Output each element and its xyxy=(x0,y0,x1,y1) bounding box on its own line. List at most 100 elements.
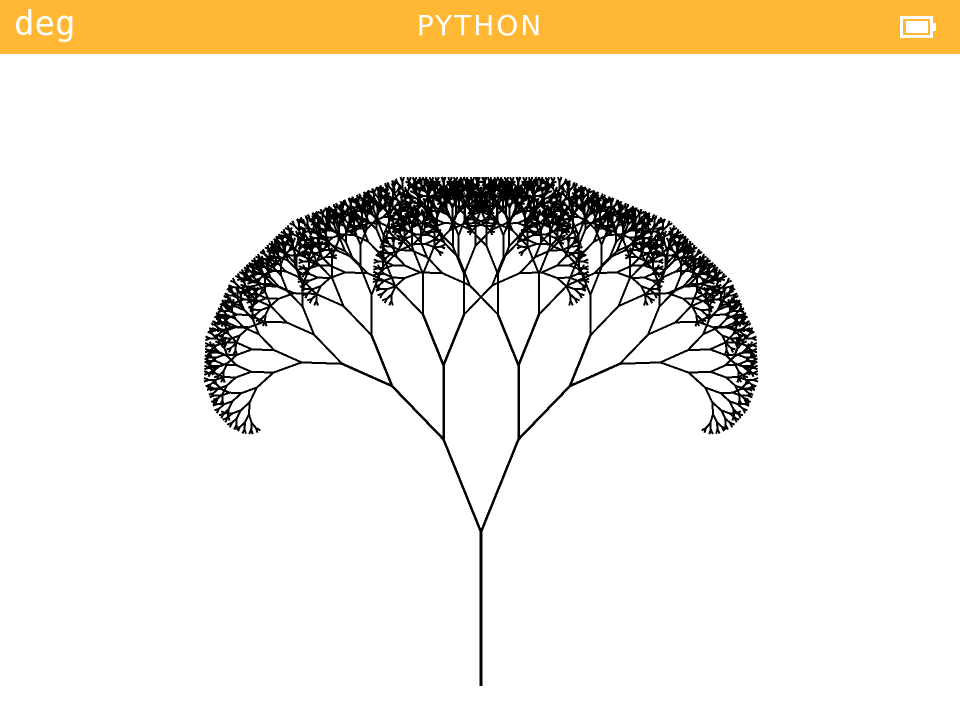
tree-branch xyxy=(233,424,238,430)
tree-branch xyxy=(394,178,399,184)
tree-branch xyxy=(251,282,261,288)
tree-branch xyxy=(580,288,587,292)
tree-branch xyxy=(704,387,714,403)
tree-branch xyxy=(704,386,721,395)
tree-branch xyxy=(599,218,604,225)
tree-branch xyxy=(734,302,740,307)
tree-branch xyxy=(286,225,291,231)
tree-branch xyxy=(286,321,315,336)
tree-branch xyxy=(342,305,373,336)
tree-branch xyxy=(631,220,637,230)
tree-branch xyxy=(417,178,422,184)
angle-mode-label: deg xyxy=(14,4,76,44)
tree-branch xyxy=(426,256,444,274)
tree-branch xyxy=(640,251,646,262)
tree-branch xyxy=(687,242,691,248)
tree-branch xyxy=(349,204,355,209)
tree-branch xyxy=(548,207,553,213)
tree-branch xyxy=(224,303,230,308)
tree-branch xyxy=(226,376,237,387)
fractal-tree-drawing xyxy=(203,176,759,686)
tree-branch xyxy=(452,193,458,198)
tree-branch xyxy=(377,197,383,207)
tree-branch xyxy=(495,184,500,191)
tree-branch xyxy=(475,205,482,212)
tree-branch xyxy=(493,197,499,207)
status-bar: deg PYTHON xyxy=(0,0,960,54)
tree-branch xyxy=(403,199,409,204)
tree-branch xyxy=(316,256,326,262)
tree-branch xyxy=(252,260,259,264)
tree-branch xyxy=(535,226,542,236)
tree-branch xyxy=(496,245,511,275)
tree-branch xyxy=(711,402,715,415)
tree-branch xyxy=(583,260,589,265)
tree-branch xyxy=(619,208,624,215)
tree-branch xyxy=(314,213,319,219)
tree-branch xyxy=(577,240,595,259)
tree-branch xyxy=(246,298,252,303)
tree-branch xyxy=(263,274,274,285)
tree-branch xyxy=(240,283,246,288)
tree-branch xyxy=(386,181,391,188)
tree-branch xyxy=(248,320,265,329)
tree-branch xyxy=(570,194,577,204)
tree-branch xyxy=(502,181,507,188)
tree-branch xyxy=(313,300,318,306)
tree-branch xyxy=(391,249,401,255)
tree-branch xyxy=(366,192,370,199)
tree-branch xyxy=(642,215,647,221)
tree-branch xyxy=(565,285,572,295)
tree-branch xyxy=(660,361,689,374)
tree-branch xyxy=(251,348,275,352)
tree-branch xyxy=(268,298,280,308)
tree-branch xyxy=(680,266,691,277)
tree-branch xyxy=(725,363,738,367)
tree-branch xyxy=(223,376,236,379)
tree-branch xyxy=(209,369,215,374)
tree-branch xyxy=(208,392,214,396)
tree-branch xyxy=(404,271,421,279)
tree-branch xyxy=(261,321,266,327)
tree-branch xyxy=(251,318,260,335)
tree-branch xyxy=(600,250,618,268)
tree-branch xyxy=(349,223,355,227)
tree-branch xyxy=(213,374,220,379)
tree-branch xyxy=(574,298,579,304)
tree-branch xyxy=(386,285,397,291)
tree-branch xyxy=(516,237,523,241)
tree-branch xyxy=(240,401,251,412)
tree-branch xyxy=(658,260,664,265)
tree-branch xyxy=(515,193,522,198)
tree-branch xyxy=(419,241,428,258)
tree-branch xyxy=(639,252,649,258)
tree-branch xyxy=(222,362,229,372)
tree-branch xyxy=(251,313,257,318)
tree-branch xyxy=(311,241,318,248)
tree-branch xyxy=(384,260,394,267)
tree-branch xyxy=(315,232,322,239)
tree-branch xyxy=(218,333,224,338)
tree-branch xyxy=(236,341,253,351)
tree-branch xyxy=(418,225,429,236)
tree-branch xyxy=(644,294,647,301)
tree-branch xyxy=(526,245,540,275)
tree-branch xyxy=(534,199,545,210)
tree-branch xyxy=(716,271,721,277)
tree-branch xyxy=(574,182,578,189)
tree-branch xyxy=(724,322,734,328)
tree-branch xyxy=(737,363,747,369)
tree-branch xyxy=(232,277,236,283)
tree-branch xyxy=(342,199,347,205)
tree-branch xyxy=(562,199,566,205)
tree-branch xyxy=(228,325,238,331)
tree-branch xyxy=(732,325,738,335)
tree-branch xyxy=(480,210,490,216)
tree-branch xyxy=(244,413,250,423)
tree-branch xyxy=(578,229,587,246)
tree-branch xyxy=(566,272,595,287)
tree-branch xyxy=(631,277,642,287)
tree-branch xyxy=(301,228,308,233)
tree-branch xyxy=(699,259,704,265)
tree-branch xyxy=(428,198,433,204)
